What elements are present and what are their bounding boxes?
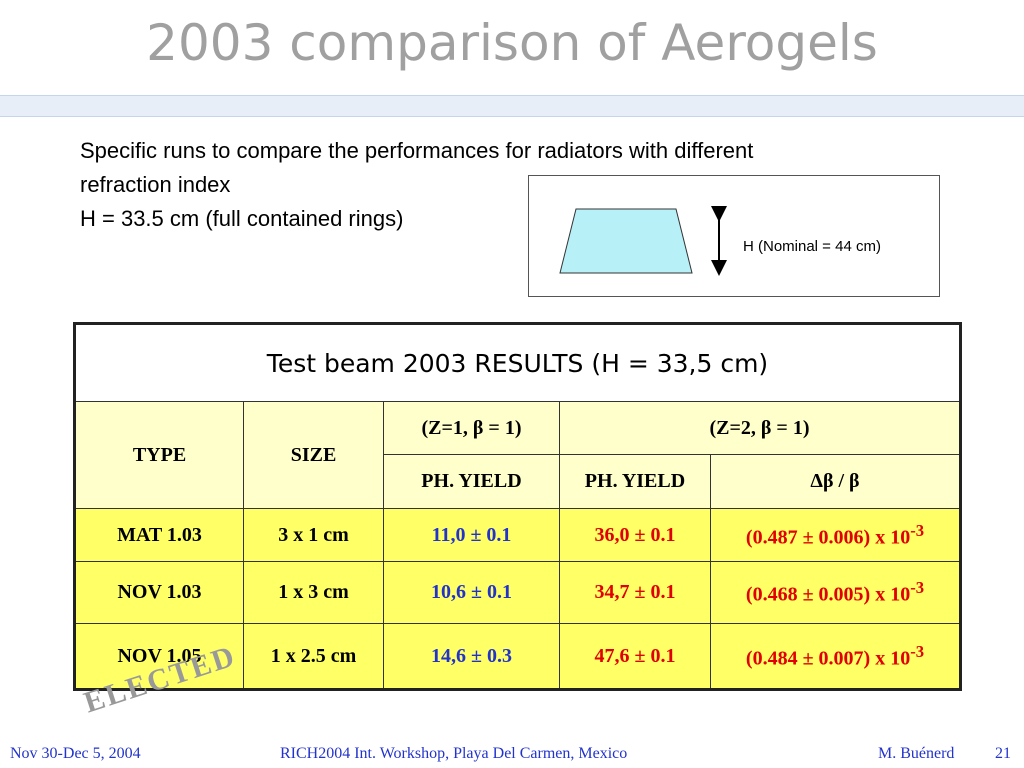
cell-text: 34,7 ± 0.1 — [594, 581, 676, 603]
table-cell: 14,6 ± 0.3 — [383, 623, 560, 690]
table-cell: NOV 1.05 — [74, 623, 244, 690]
diagram-drawing: H (Nominal = 44 cm) — [559, 206, 881, 276]
cell-text: (0.468 ± 0.005) x 10 — [745, 583, 911, 606]
header-cell: (Z=1, β = 1) — [383, 401, 560, 455]
table-caption: Test beam 2003 RESULTS (H = 33,5 cm) — [74, 323, 961, 402]
cell-text: 36,0 ± 0.1 — [594, 523, 676, 546]
results-table: Test beam 2003 RESULTS (H = 33,5 cm) TYP… — [73, 322, 962, 691]
table-cell: NOV 1.03 — [74, 561, 244, 624]
cell-text: 47,6 ± 0.1 — [594, 644, 676, 667]
footer-date: Nov 30-Dec 5, 2004 — [10, 745, 141, 762]
cell-text: MAT 1.03 — [117, 523, 202, 546]
header-cell: TYPE — [74, 401, 244, 509]
cell-text: 11,0 ± 0.1 — [431, 523, 512, 546]
table-cell: 10,6 ± 0.1 — [383, 561, 560, 624]
footer-event: RICH2004 Int. Workshop, Playa Del Carmen… — [280, 745, 628, 762]
table-cell: MAT 1.03 — [74, 508, 244, 562]
body-line: Specific runs to compare the performance… — [80, 138, 754, 163]
table-cell: 3 x 1 cm — [243, 508, 384, 562]
body-line: refraction index — [80, 172, 231, 197]
table-cell: 1 x 3 cm — [243, 561, 384, 624]
title-band — [0, 95, 1024, 117]
cell-text: 14,6 ± 0.3 — [431, 644, 512, 667]
cell-text: NOV 1.05 — [117, 644, 202, 667]
header-cell: Δβ / β — [710, 454, 961, 509]
header-cell: SIZE — [243, 401, 384, 509]
cell-text: 3 x 1 cm — [278, 523, 349, 546]
cell-text: 1 x 2.5 cm — [270, 644, 357, 667]
table-cell: 36,0 ± 0.1 — [559, 508, 711, 562]
footer-author: M. Buénerd — [878, 745, 955, 762]
table-cell: (0.468 ± 0.005) x 10-3 — [710, 561, 961, 624]
table-cell: 47,6 ± 0.1 — [559, 623, 711, 690]
cell-text: 1 x 3 cm — [278, 581, 349, 603]
table-cell: 1 x 2.5 cm — [243, 623, 384, 690]
cell-exponent: -3 — [910, 520, 925, 540]
cell-exponent: -3 — [910, 578, 925, 598]
header-cell: PH. YIELD — [383, 454, 560, 509]
cell-text: (0.484 ± 0.007) x 10 — [745, 647, 911, 670]
table-row: NOV 1.03 1 x 3 cm 10,6 ± 0.1 34,7 ± 0.1 (0.4… — [74, 561, 961, 624]
cell-text: NOV 1.03 — [117, 581, 202, 603]
diagram: H (Nominal = 44 cm) — [528, 175, 940, 297]
footer-page: 21 — [995, 745, 1011, 762]
diagram-label: H (Nominal = 44 cm) — [743, 238, 881, 255]
table-cell: (0.487 ± 0.006) x 10-3 — [710, 508, 961, 562]
table-cell: (0.484 ± 0.007) x 10-3 — [710, 623, 961, 690]
body-line: H = 33.5 cm (full contained rings) — [80, 206, 404, 231]
header-cell: PH. YIELD — [559, 454, 711, 509]
slide-title: 2003 comparison of Aerogels — [146, 14, 878, 72]
header-cell: (Z=2, β = 1) — [559, 401, 961, 455]
radiator-shape — [559, 208, 693, 274]
cell-text: 10,6 ± 0.1 — [431, 581, 512, 603]
cell-exponent: -3 — [910, 641, 925, 661]
table-row: MAT 1.03 3 x 1 cm 11,0 ± 0.1 36,0 ± 0.1 (0.4… — [74, 508, 961, 562]
table-cell: 11,0 ± 0.1 — [383, 508, 560, 562]
table-row: NOV 1.05 1 x 2.5 cm 14,6 ± 0.3 47,6 ± 0.1 (0… — [74, 623, 961, 690]
cell-text: (0.487 ± 0.006) x 10 — [745, 526, 911, 549]
table-cell: 34,7 ± 0.1 — [559, 561, 711, 624]
